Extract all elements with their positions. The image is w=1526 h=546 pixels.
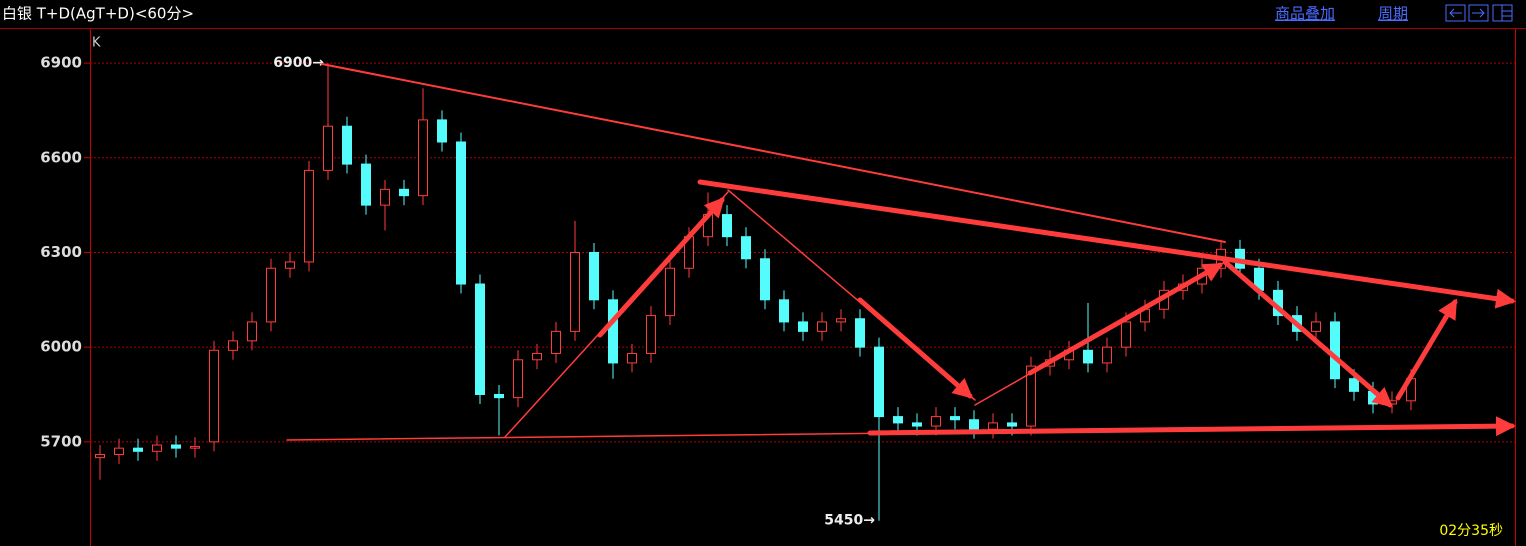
- trend-line: [321, 63, 1226, 243]
- candle-body: [741, 236, 751, 260]
- candle-body: [171, 444, 181, 449]
- candle-body: [627, 352, 637, 364]
- trend-line: [597, 197, 725, 338]
- candle-body: [969, 419, 979, 430]
- y-tick-label: 6600: [40, 148, 82, 166]
- y-tick-label: 5700: [40, 432, 82, 450]
- candle-body: [380, 188, 390, 206]
- candle-body: [1121, 321, 1131, 348]
- button-left[interactable]: [1445, 4, 1466, 22]
- candle-body: [798, 321, 808, 332]
- candle-body: [513, 359, 523, 399]
- link[interactable]: 商品叠加: [1275, 5, 1335, 23]
- candle-body: [114, 447, 124, 455]
- button-right[interactable]: [1468, 4, 1489, 22]
- candle-body: [589, 251, 599, 301]
- y-tick-label: 6900: [40, 54, 82, 72]
- candle-body: [342, 125, 352, 165]
- candle-body: [874, 346, 884, 418]
- trend-line: [697, 179, 1516, 309]
- candle-body: [1007, 422, 1017, 427]
- series-label: K: [92, 36, 101, 51]
- candle-body: [551, 330, 561, 354]
- candle-body: [1026, 365, 1036, 427]
- candle-body: [209, 349, 219, 443]
- candle-body: [760, 258, 770, 301]
- candle-body: [494, 393, 504, 399]
- y-tick-label: 6300: [40, 243, 82, 261]
- candle-body: [456, 141, 466, 285]
- candle-body: [931, 416, 941, 427]
- candle-body: [95, 453, 105, 459]
- candle-body: [912, 422, 922, 427]
- candle-body: [836, 318, 846, 323]
- candle-body: [190, 446, 200, 449]
- candle-body: [152, 444, 162, 452]
- trend-line: [1222, 259, 1394, 408]
- title: 白银 T+D(AgT+D)<60分>: [2, 5, 194, 23]
- candle-body: [1083, 349, 1093, 364]
- candle-body: [532, 352, 542, 361]
- trend-line: [857, 297, 974, 399]
- candle-body: [646, 315, 656, 354]
- trend-line: [1027, 262, 1224, 376]
- candle-body: [1349, 378, 1359, 392]
- trend-line: [1395, 298, 1458, 401]
- candle-body: [988, 422, 998, 430]
- candle-body: [722, 214, 732, 238]
- candle-body: [817, 321, 827, 332]
- candle-body: [266, 267, 276, 323]
- candle-body: [247, 321, 257, 342]
- candle-body: [323, 125, 333, 171]
- y-tick-label: 6000: [40, 338, 82, 356]
- candle-body: [133, 447, 143, 452]
- candle-body: [855, 318, 865, 348]
- candle-body: [361, 163, 371, 206]
- nav-buttons: [1445, 4, 1513, 22]
- max-label: 6900→: [273, 55, 324, 71]
- trend-drawings: [286, 63, 1516, 441]
- candle-body: [779, 299, 789, 323]
- candle-body: [418, 119, 428, 197]
- candle-body: [950, 416, 960, 421]
- timer: 02分35秒: [1439, 523, 1503, 539]
- min-label: 5450→: [824, 513, 875, 529]
- candle-body: [437, 119, 447, 143]
- candle-body: [285, 261, 295, 269]
- candle-body: [608, 299, 618, 364]
- candle-body: [665, 267, 675, 317]
- candle-body: [570, 251, 580, 332]
- candle-body: [893, 416, 903, 424]
- candle-body: [228, 340, 238, 351]
- link[interactable]: 周期: [1378, 5, 1408, 23]
- candle-body: [1330, 321, 1340, 380]
- candle-body: [304, 169, 314, 263]
- candle-body: [475, 283, 485, 395]
- candle-body: [399, 188, 409, 197]
- candle-body: [1311, 321, 1321, 332]
- trend-line: [286, 432, 901, 441]
- trend-line: [867, 416, 1516, 437]
- candle-body: [1102, 346, 1112, 364]
